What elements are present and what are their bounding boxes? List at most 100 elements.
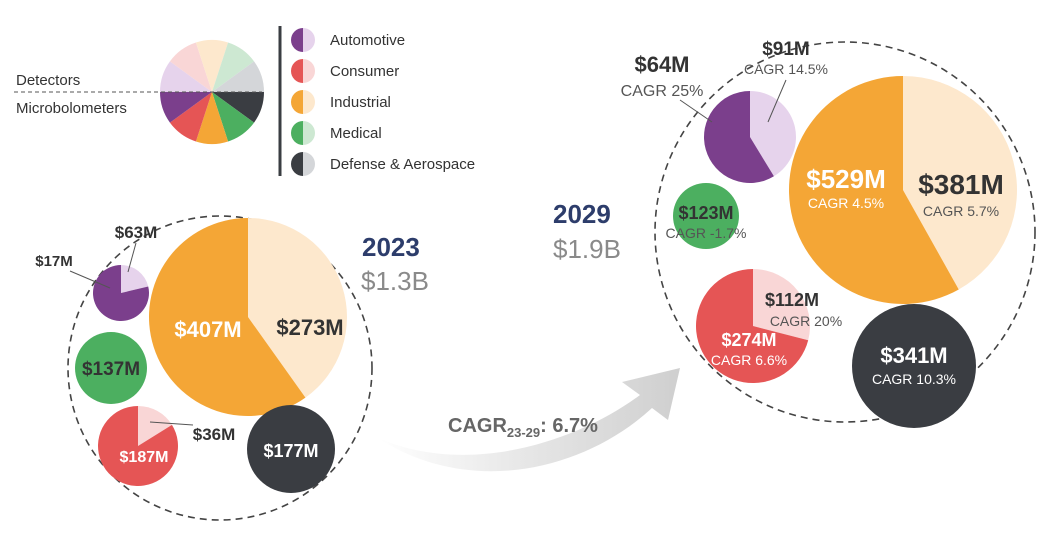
label-2023-automotive-detectors-value: $17M: [35, 253, 73, 270]
legend-pie-slice-automotive-detectors: [160, 61, 212, 92]
pie-slice-2023-consumer-microbolometers: [97, 406, 178, 487]
legend-pie-slice-industrial-detectors: [195, 40, 229, 92]
label-2029-consumer-microbolometers-value: $274M: [721, 330, 776, 350]
label-2029-automotive-detectors-cagr: CAGR 25%: [621, 83, 704, 100]
label-2029-medical-microbolometers-value: $123M: [678, 203, 733, 223]
pie-2023-automotive: [93, 265, 149, 321]
legend: Automotive Consumer Industrial Medical Defen…: [291, 28, 475, 176]
label-2029-industrial-detectors-value: $381M: [918, 169, 1004, 200]
label-2029-consumer-detectors-cagr: CAGR 20%: [770, 313, 842, 329]
group-2029-outline: [654, 41, 1036, 423]
label-2029-automotive-detectors-value: $64M: [634, 52, 689, 77]
legend-item-consumer: Consumer: [291, 59, 399, 83]
legend-swatch-dark-industrial: [291, 90, 303, 114]
pies-2029: [673, 76, 1017, 428]
legend-label-medical: Medical: [330, 125, 382, 142]
legend-swatch-light-defense-aerospace: [303, 152, 315, 176]
arrow-cagr-prefix: CAGR: [448, 415, 507, 437]
legend-item-industrial: Industrial: [291, 90, 391, 114]
legend-label-consumer: Consumer: [330, 63, 399, 80]
legend-swatch-light-medical: [303, 121, 315, 145]
label-2029-industrial-microbolometers-value: $529M: [806, 164, 886, 194]
legend-label-industrial: Industrial: [330, 94, 391, 111]
arrow-cagr-sub: 23-29: [507, 425, 540, 440]
pie-2023-medical: [75, 332, 147, 404]
pies-2023: [75, 218, 347, 493]
pie-2029-consumer: [696, 269, 811, 383]
label-2029-automotive-microbolometers-cagr: CAGR 14.5%: [744, 61, 828, 77]
group-2023-outline: [67, 215, 373, 521]
pie-2029-defense-aerospace: [852, 304, 976, 428]
legend-pie-slice-medical-microbolometers: [212, 92, 255, 142]
pie-slice-2023-industrial-microbolometers: [149, 218, 306, 416]
label-2023-automotive-microbolometers-leader-line: [127, 242, 137, 273]
pie-2023-defense-aerospace: [247, 405, 335, 493]
legend-swatch-light-consumer: [303, 59, 315, 83]
label-2023-industrial-detectors-value: $273M: [276, 315, 343, 340]
pie-2029-industrial: [789, 76, 1017, 304]
label-2029-automotive-microbolometers-leader-line: [767, 79, 787, 123]
legend-swatch-dark-medical: [291, 121, 303, 145]
pie-slice-2023-industrial-detectors: [248, 218, 347, 398]
pie-2029-automotive: [704, 91, 797, 183]
legend-pie-slice-industrial-microbolometers: [195, 92, 229, 145]
pie-slice-2023-consumer-detectors: [138, 406, 172, 446]
year-2023-label: 2023: [362, 232, 420, 262]
legend-pie-slice-automotive-microbolometers: [160, 92, 212, 123]
pie-slice-2029-consumer-microbolometers: [696, 269, 809, 383]
total-2029-label: $1.9B: [553, 234, 621, 264]
label-2023-defense-aerospace-microbolometers-value: $177M: [263, 441, 318, 461]
pie-slice-2023-automotive-microbolometers: [93, 265, 149, 321]
label-2023-consumer-detectors-value: $36M: [193, 425, 236, 444]
label-2029-industrial-detectors-cagr: CAGR 5.7%: [923, 203, 999, 219]
legend-pie-slice-defense-aerospace-microbolometers: [212, 92, 265, 123]
legend-swatch-light-automotive: [303, 28, 315, 52]
label-2029-automotive-detectors-leader-line: [679, 99, 713, 123]
arrow-cagr-label: CAGR23-29: 6.7%: [448, 415, 598, 440]
pie-slice-2029-defense-aerospace-microbolometers: [852, 304, 976, 428]
legend-swatch-dark-consumer: [291, 59, 303, 83]
legend-pie-slice-medical-detectors: [212, 42, 255, 92]
pie-slice-2029-automotive-microbolometers: [704, 91, 774, 183]
legend-swatch-light-industrial: [303, 90, 315, 114]
data-labels: $63M $17M $407M $273M $137M $187M $36M $177M $91…: [35, 39, 1004, 466]
legend-item-automotive: Automotive: [291, 28, 405, 52]
legend-item-defense-aerospace: Defense & Aerospace: [291, 152, 475, 176]
label-2029-automotive-microbolometers-value: $91M: [762, 39, 810, 60]
label-2023-automotive-microbolometers-value: $63M: [115, 223, 158, 242]
legend-label-automotive: Automotive: [330, 32, 405, 49]
legend-pie-icon: [160, 40, 265, 145]
pie-slice-2023-defense-aerospace-microbolometers: [247, 405, 335, 493]
label-2023-industrial-microbolometers-value: $407M: [174, 317, 241, 342]
label-2023-consumer-microbolometers-value: $187M: [120, 449, 169, 466]
pie-slice-2029-consumer-detectors: [753, 269, 811, 341]
legend-pie-slice-consumer-detectors: [169, 42, 212, 92]
pie-slice-2029-industrial-detectors: [903, 76, 1017, 290]
label-2023-automotive-detectors-leader-line: [69, 270, 111, 289]
label-2029-consumer-microbolometers-cagr: CAGR 6.6%: [711, 352, 787, 368]
growth-arrow: [378, 368, 680, 472]
pie-2029-medical: [673, 183, 739, 249]
legend-microbolometers-label: Microbolometers: [16, 100, 127, 117]
legend-pie-slice-consumer-microbolometers: [169, 92, 212, 142]
legend-detectors-label: Detectors: [16, 72, 80, 89]
year-2029-label: 2029: [553, 199, 611, 229]
legend-swatch-dark-automotive: [291, 28, 303, 52]
arrow-cagr-suffix: : 6.7%: [540, 415, 598, 437]
pie-slice-2023-medical-microbolometers: [75, 332, 147, 404]
pie-slice-2023-automotive-detectors: [121, 265, 149, 293]
label-2029-medical-microbolometers-cagr: CAGR -1.7%: [666, 225, 747, 241]
label-2029-defense-aerospace-microbolometers-cagr: CAGR 10.3%: [872, 371, 956, 387]
label-2023-consumer-detectors-leader-line: [149, 421, 194, 426]
label-2029-industrial-microbolometers-cagr: CAGR 4.5%: [808, 195, 884, 211]
label-2023-medical-microbolometers-value: $137M: [82, 359, 140, 380]
pie-2023-consumer: [97, 406, 178, 487]
pie-2023-industrial: [149, 218, 347, 416]
pie-slice-2029-medical-microbolometers: [673, 183, 739, 249]
legend-pie-slice-defense-aerospace-detectors: [212, 61, 264, 92]
label-2029-defense-aerospace-microbolometers-value: $341M: [880, 343, 947, 368]
label-2029-consumer-detectors-value: $112M: [765, 290, 819, 310]
pie-slice-2029-industrial-microbolometers: [789, 76, 959, 304]
total-2023-label: $1.3B: [361, 266, 429, 296]
